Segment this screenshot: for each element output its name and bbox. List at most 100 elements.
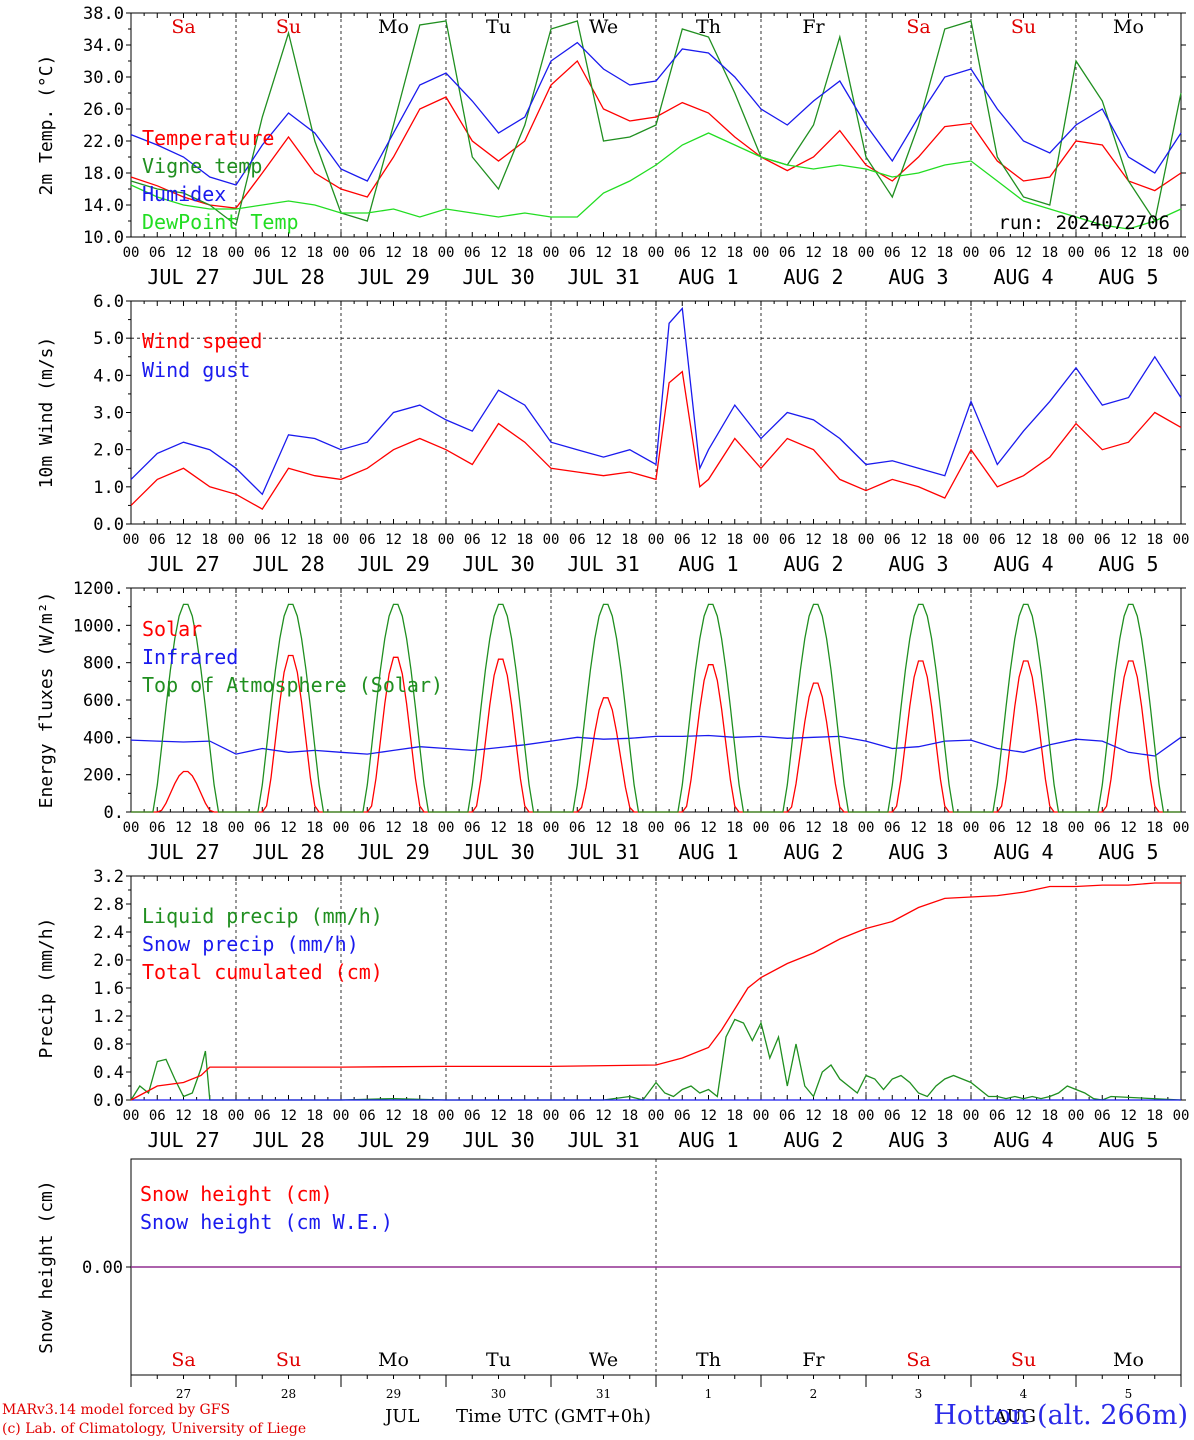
date-label: JUL 29	[357, 1128, 429, 1152]
hour-tick-label: 00	[963, 820, 980, 836]
hour-tick-label: 12	[385, 532, 402, 548]
weekday-label: Sa	[906, 1349, 930, 1371]
hour-tick-label: 00	[228, 245, 245, 261]
series-line-infrared	[130, 734, 1182, 757]
series-line-vigne-temp	[130, 20, 1182, 227]
hour-tick-label: 12	[280, 820, 297, 836]
date-label: AUG 4	[993, 265, 1053, 289]
y-tick-label: 10.0	[83, 228, 124, 248]
date-label: AUG 3	[888, 840, 948, 864]
hour-tick-label: 18	[936, 820, 953, 836]
series-line-humidex	[130, 41, 1182, 186]
y-tick-label: 0.4	[93, 1063, 124, 1083]
hour-tick-label: 06	[779, 532, 796, 548]
hour-tick-label: 18	[831, 1108, 848, 1124]
hour-tick-label: 12	[1120, 245, 1137, 261]
hour-tick-label: 06	[359, 820, 376, 836]
hour-tick-label: 18	[306, 1108, 323, 1124]
hour-tick-label: 12	[700, 532, 717, 548]
series-line-temperature	[130, 59, 1182, 209]
date-label: AUG 2	[783, 840, 843, 864]
y-tick-label: 3.2	[93, 867, 124, 887]
hour-tick-label: 06	[569, 245, 586, 261]
y-axis-label: Energy fluxes (W/m²)	[36, 592, 57, 809]
hour-tick-label: 18	[411, 1108, 428, 1124]
series-line-wind-gust	[130, 306, 1182, 496]
hour-tick-label: 00	[753, 532, 770, 548]
hour-tick-label: 00	[1068, 820, 1085, 836]
date-label: JUL 28	[252, 265, 324, 289]
hour-tick-label: 18	[726, 532, 743, 548]
weekday-label: Mo	[378, 16, 409, 38]
date-label: AUG 4	[993, 552, 1053, 576]
hour-tick-label: 00	[333, 245, 350, 261]
credit-line-1: MARv3.14 model forced by GFS	[2, 1402, 231, 1418]
hour-tick-label: 00	[753, 245, 770, 261]
y-tick-label: 6.0	[93, 292, 124, 312]
hour-tick-label: 06	[884, 1108, 901, 1124]
hour-tick-label: 12	[1015, 1108, 1032, 1124]
legend-entry: DewPoint Temp	[142, 210, 299, 234]
date-label: JUL 31	[567, 552, 639, 576]
date-label: JUL 31	[567, 1128, 639, 1152]
hour-tick-label: 12	[910, 820, 927, 836]
hour-tick-label: 06	[149, 820, 166, 836]
hour-tick-label: 18	[306, 820, 323, 836]
hour-tick-label: 06	[674, 245, 691, 261]
hour-tick-label: 00	[438, 532, 455, 548]
hour-tick-label: 18	[621, 820, 638, 836]
hour-tick-label: 06	[254, 820, 271, 836]
hour-tick-label: 12	[385, 245, 402, 261]
y-tick-label: 30.0	[83, 68, 124, 88]
weekday-label: Sa	[171, 1349, 195, 1371]
hour-tick-label: 12	[490, 1108, 507, 1124]
hour-tick-label: 06	[359, 1108, 376, 1124]
hour-tick-label: 00	[648, 820, 665, 836]
hour-tick-label: 06	[569, 820, 586, 836]
hour-tick-label: 18	[726, 245, 743, 261]
date-label: JUL 29	[357, 265, 429, 289]
hour-tick-label: 06	[359, 245, 376, 261]
date-label: JUL 29	[357, 552, 429, 576]
hour-tick-label: 18	[516, 245, 533, 261]
weekday-label: Mo	[1113, 1349, 1144, 1371]
weekday-label: Su	[1011, 1349, 1036, 1371]
hour-tick-label: 00	[333, 820, 350, 836]
y-axis-label: 2m Temp. (°C)	[36, 55, 57, 196]
hour-tick-label: 06	[779, 820, 796, 836]
hour-tick-label: 00	[858, 532, 875, 548]
hour-tick-label: 00	[1173, 532, 1190, 548]
hour-tick-label: 00	[963, 245, 980, 261]
weekday-label: Th	[696, 1349, 721, 1371]
hour-tick-label: 18	[306, 245, 323, 261]
hour-tick-label: 06	[779, 245, 796, 261]
date-label: AUG 5	[1098, 552, 1158, 576]
y-tick-label: 200.	[83, 766, 124, 786]
hour-tick-label: 06	[884, 820, 901, 836]
hour-tick-label: 06	[464, 532, 481, 548]
hour-tick-label: 12	[805, 532, 822, 548]
weekday-label: Fr	[802, 16, 825, 38]
hour-tick-label: 06	[1094, 245, 1111, 261]
y-tick-label: 38.0	[83, 4, 124, 24]
hour-tick-label: 18	[621, 532, 638, 548]
y-tick-label: 2.0	[93, 441, 124, 461]
weekday-label: Su	[276, 1349, 301, 1371]
hour-tick-label: 18	[1041, 245, 1058, 261]
hour-tick-label: 12	[385, 1108, 402, 1124]
hour-tick-label: 06	[884, 532, 901, 548]
hour-tick-label: 18	[831, 245, 848, 261]
hour-tick-label: 12	[595, 245, 612, 261]
y-tick-label: 0.00	[82, 1258, 123, 1278]
y-tick-label: 0.	[104, 803, 124, 823]
station-label: Hotton (alt. 266m)	[933, 1400, 1188, 1431]
hour-tick-label: 12	[280, 1108, 297, 1124]
hour-tick-label: 06	[149, 245, 166, 261]
hour-tick-label: 18	[1041, 532, 1058, 548]
hour-tick-label: 12	[595, 820, 612, 836]
hour-tick-label: 12	[1120, 1108, 1137, 1124]
hour-tick-label: 00	[228, 532, 245, 548]
hour-tick-label: 12	[1015, 245, 1032, 261]
y-tick-label: 2.8	[93, 895, 124, 915]
hour-tick-label: 00	[1068, 1108, 1085, 1124]
